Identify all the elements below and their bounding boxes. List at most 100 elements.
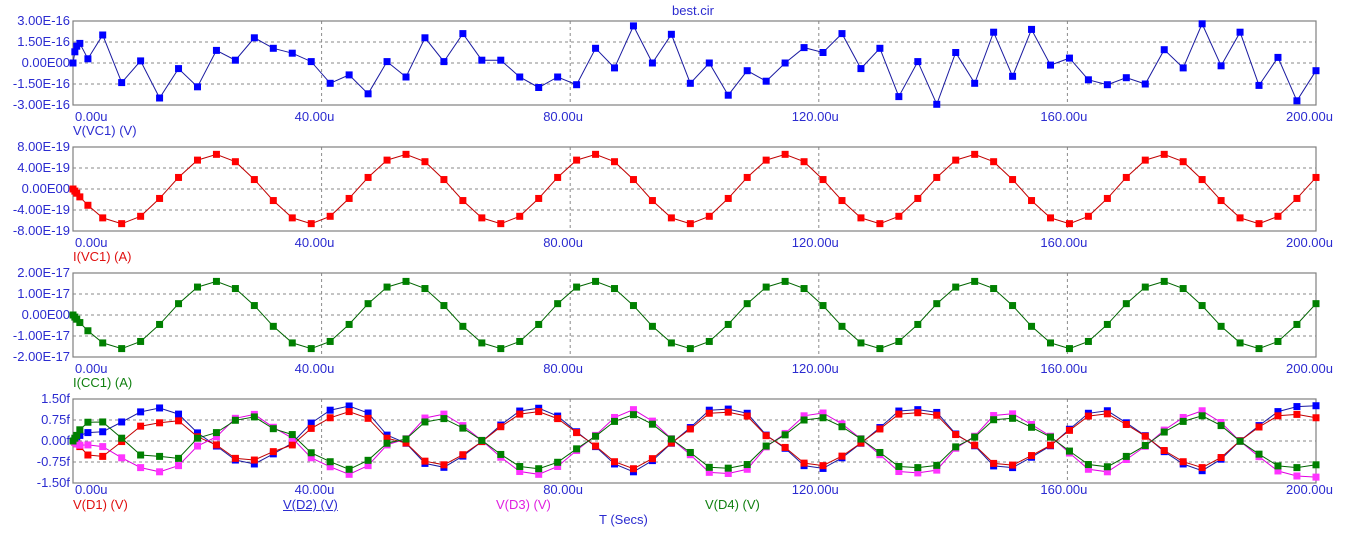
data-point xyxy=(250,456,258,464)
data-point xyxy=(478,214,486,222)
x-tick-label: 40.00u xyxy=(294,482,335,497)
data-point xyxy=(345,408,353,416)
data-point xyxy=(1255,450,1263,458)
data-point xyxy=(76,319,84,327)
data-point xyxy=(914,409,922,417)
data-point xyxy=(478,339,486,347)
x-tick-label: 200.00u xyxy=(1286,361,1333,376)
data-point xyxy=(914,469,922,477)
data-point xyxy=(762,156,770,164)
data-point xyxy=(345,71,353,79)
data-point xyxy=(535,84,543,91)
data-point xyxy=(648,455,656,463)
data-point xyxy=(857,65,865,73)
data-point xyxy=(876,345,884,353)
data-point xyxy=(137,464,145,472)
data-point xyxy=(137,408,145,416)
data-point xyxy=(307,419,315,427)
legend-v-d1-v: V(D1) (V) xyxy=(73,497,128,512)
data-point xyxy=(345,402,353,410)
data-point xyxy=(933,466,941,474)
data-point xyxy=(326,79,334,87)
data-point xyxy=(175,300,183,308)
data-point xyxy=(895,462,903,470)
data-point xyxy=(724,320,732,328)
data-point xyxy=(1293,403,1301,411)
data-point xyxy=(99,428,107,436)
data-point xyxy=(686,425,694,433)
data-point xyxy=(724,91,732,99)
data-point xyxy=(724,194,732,202)
data-point xyxy=(611,417,619,425)
data-point xyxy=(914,58,922,66)
y-tick-label: 0.00E00 xyxy=(21,55,70,70)
data-point xyxy=(971,150,979,158)
data-point xyxy=(629,22,637,30)
data-point xyxy=(800,158,808,166)
data-point xyxy=(231,454,239,462)
data-point xyxy=(269,322,277,330)
data-point xyxy=(84,418,92,426)
data-point xyxy=(990,28,998,36)
data-point xyxy=(895,212,903,220)
legend-v-d2-v[interactable]: V(D2) (V) xyxy=(283,497,338,512)
data-point xyxy=(895,468,903,476)
y-tick-label: 0.75f xyxy=(41,412,70,427)
data-point xyxy=(440,302,448,310)
legend-v-d3-v: V(D3) (V) xyxy=(496,497,551,512)
data-point xyxy=(1312,67,1320,75)
data-point xyxy=(914,464,922,472)
data-point xyxy=(516,212,524,220)
data-point xyxy=(1028,423,1036,431)
x-tick-label: 200.00u xyxy=(1286,235,1333,250)
data-point xyxy=(724,464,732,472)
data-point xyxy=(990,416,998,424)
data-point xyxy=(99,214,107,222)
data-point xyxy=(288,431,296,439)
data-point xyxy=(175,410,183,418)
series-line xyxy=(72,414,1317,470)
data-point xyxy=(1028,452,1036,460)
data-point xyxy=(440,176,448,184)
data-point xyxy=(193,156,201,164)
data-point xyxy=(781,431,789,439)
data-point xyxy=(175,417,183,425)
data-point xyxy=(743,465,751,473)
x-tick-label: 120.00u xyxy=(791,482,839,497)
data-point xyxy=(212,277,220,285)
data-point xyxy=(364,409,372,417)
series-line xyxy=(72,405,1317,473)
data-point xyxy=(383,283,391,291)
data-point xyxy=(629,406,637,414)
data-point xyxy=(914,320,922,328)
data-point xyxy=(212,150,220,158)
data-point xyxy=(781,59,789,67)
data-point xyxy=(118,79,126,87)
x-tick-label: 160.00u xyxy=(1040,109,1088,124)
series-line xyxy=(72,280,1317,350)
y-tick-label: -0.75f xyxy=(36,454,70,469)
y-tick-label: -4.00E-19 xyxy=(12,202,70,217)
data-point xyxy=(345,194,353,202)
data-point xyxy=(288,214,296,222)
data-point xyxy=(326,212,334,220)
data-point xyxy=(1009,302,1017,310)
data-point xyxy=(440,410,448,418)
data-point xyxy=(421,418,429,426)
data-point xyxy=(1236,437,1244,445)
data-point xyxy=(156,404,164,412)
y-tick-label: 1.50E-16 xyxy=(17,34,70,49)
y-tick-label: 4.00E-19 xyxy=(17,160,70,175)
data-point xyxy=(1293,97,1301,105)
data-point xyxy=(364,300,372,308)
data-point xyxy=(1293,410,1301,418)
data-point xyxy=(535,194,543,202)
data-point xyxy=(156,320,164,328)
data-point xyxy=(1122,300,1130,308)
trace-label: I(CC1) (A) xyxy=(73,375,133,390)
data-point xyxy=(573,445,581,453)
data-point xyxy=(592,150,600,158)
data-point xyxy=(84,201,92,209)
data-point xyxy=(345,320,353,328)
data-point xyxy=(1274,53,1282,61)
